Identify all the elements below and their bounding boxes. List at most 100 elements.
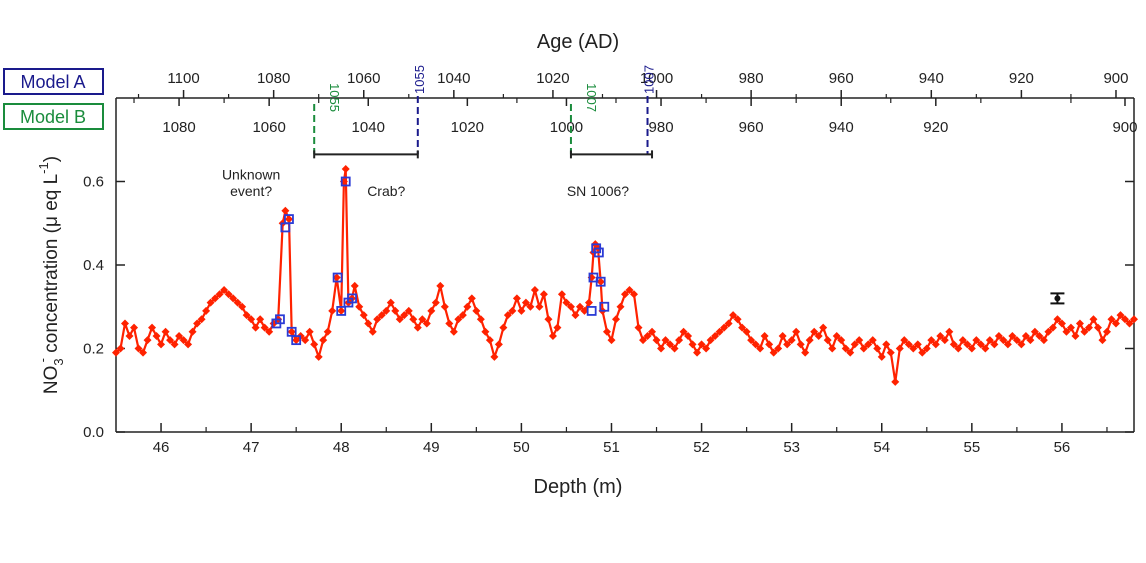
nitrate-data-point [1044, 327, 1053, 336]
y-tick-label: 0.6 [83, 174, 104, 191]
nitrate-data-point [729, 311, 738, 320]
nitrate-data-point [284, 215, 293, 224]
nitrate-data-point [580, 306, 589, 315]
highlight-square-point [347, 293, 357, 304]
nitrate-data-point [886, 348, 895, 357]
y-tick-label: 0.2 [83, 341, 104, 358]
nitrate-data-point [756, 344, 765, 353]
nitrate-data-point [900, 336, 909, 345]
nitrate-data-point [220, 286, 229, 295]
nitrate-data-point [1057, 319, 1066, 328]
model-b-tick-label: 940 [829, 119, 854, 136]
nitrate-data-point [238, 302, 247, 311]
nitrate-data-point [810, 327, 819, 336]
nitrate-data-point [476, 315, 485, 324]
nitrate-data-point [350, 281, 359, 290]
nitrate-data-point [472, 306, 481, 315]
nitrate-data-point [557, 290, 566, 299]
nitrate-data-point [281, 206, 290, 215]
nitrate-data-point [382, 306, 391, 315]
nitrate-data-point [1012, 336, 1021, 345]
model-b-legend: Model B [3, 103, 104, 130]
model-b-marker-label: 1007 [584, 83, 599, 112]
x-tick-label: 50 [513, 439, 530, 456]
nitrate-data-point [783, 340, 792, 349]
nitrate-data-point [679, 327, 688, 336]
nitrate-data-point [364, 319, 373, 328]
nitrate-data-point [148, 323, 157, 332]
nitrate-data-point [936, 331, 945, 340]
nitrate-data-point [535, 302, 544, 311]
nitrate-data-point [634, 323, 643, 332]
nitrate-data-point [981, 344, 990, 353]
x-tick-label: 51 [603, 439, 620, 456]
model-b-tick-label: 920 [923, 119, 948, 136]
model-a-ticks: 1100 1080 1060 1040 1020 1000 980 960 940 920 900 [137, 70, 1128, 98]
nitrate-data-point [877, 352, 886, 361]
nitrate-data-point [697, 340, 706, 349]
nitrate-data-point [206, 298, 215, 307]
nitrate-data-point [548, 331, 557, 340]
model-a-label: Model A [20, 72, 85, 92]
nitrate-data-point [792, 327, 801, 336]
nitrate-data-point [1017, 340, 1026, 349]
nitrate-data-point [332, 273, 341, 282]
y-title-close: ) [41, 156, 62, 162]
nitrate-data-point [215, 290, 224, 299]
nitrate-data-point [166, 336, 175, 345]
model-a-tick-label: 920 [1009, 70, 1034, 87]
nitrate-data-point [1026, 336, 1035, 345]
nitrate-data-point [891, 377, 900, 386]
highlight-square-point [593, 247, 604, 258]
nitrate-data-point [837, 336, 846, 345]
nitrate-data-point [197, 315, 206, 324]
x-axis-title: Depth (m) [534, 476, 623, 498]
nitrate-data-point [422, 319, 431, 328]
nitrate-data-point [1084, 323, 1093, 332]
model-a-tick-label: 1020 [536, 70, 569, 87]
nitrate-data-point [895, 344, 904, 353]
x-tick-label: 47 [243, 439, 260, 456]
nitrate-data-point [566, 302, 575, 311]
nitrate-data-point [544, 315, 553, 324]
nitrate-data-point [305, 327, 314, 336]
model-a-tick-label: 980 [739, 70, 764, 87]
nitrate-data-point [112, 348, 120, 357]
nitrate-data-point [481, 327, 490, 336]
nitrate-data-point [706, 336, 715, 345]
nitrate-data-point [310, 340, 319, 349]
nitrate-data-point [193, 319, 202, 328]
nitrate-data-point [868, 336, 877, 345]
model-b-marker-label: 1055 [327, 83, 342, 112]
y-axis-title: NO3- concentration (μ eq L-1) [35, 156, 66, 394]
nitrate-data-point [440, 302, 449, 311]
annotation-label: event? [230, 183, 272, 199]
nitrate-data-point [1075, 319, 1084, 328]
nitrate-data-point [499, 323, 508, 332]
nitrate-data-point [584, 298, 593, 307]
nitrate-data-point [1071, 331, 1080, 340]
nitrate-data-point [747, 336, 756, 345]
model-a-tick-label: 900 [1103, 70, 1128, 87]
nitrate-data-point [125, 331, 134, 340]
nitrate-data-point [292, 336, 301, 345]
nitrate-data-point [1093, 323, 1102, 332]
nitrate-data-point [328, 306, 337, 315]
nitrate-data-point [657, 344, 666, 353]
nitrate-data-point [247, 315, 256, 324]
nitrate-data-point [963, 340, 972, 349]
model-a-tick-label: 940 [919, 70, 944, 87]
nitrate-data-point [882, 340, 891, 349]
nitrate-data-point [508, 306, 517, 315]
nitrate-data-point [774, 344, 783, 353]
nitrate-data-point [1120, 315, 1129, 324]
nitrate-data-point [202, 306, 211, 315]
y-tick-label: 0.4 [83, 257, 104, 274]
nitrate-data-point [458, 311, 467, 320]
highlight-square-point [336, 306, 347, 316]
nitrate-data-point [832, 331, 841, 340]
nitrate-data-point [693, 348, 702, 357]
nitrate-data-point [828, 344, 837, 353]
highlight-square-point [586, 306, 597, 316]
